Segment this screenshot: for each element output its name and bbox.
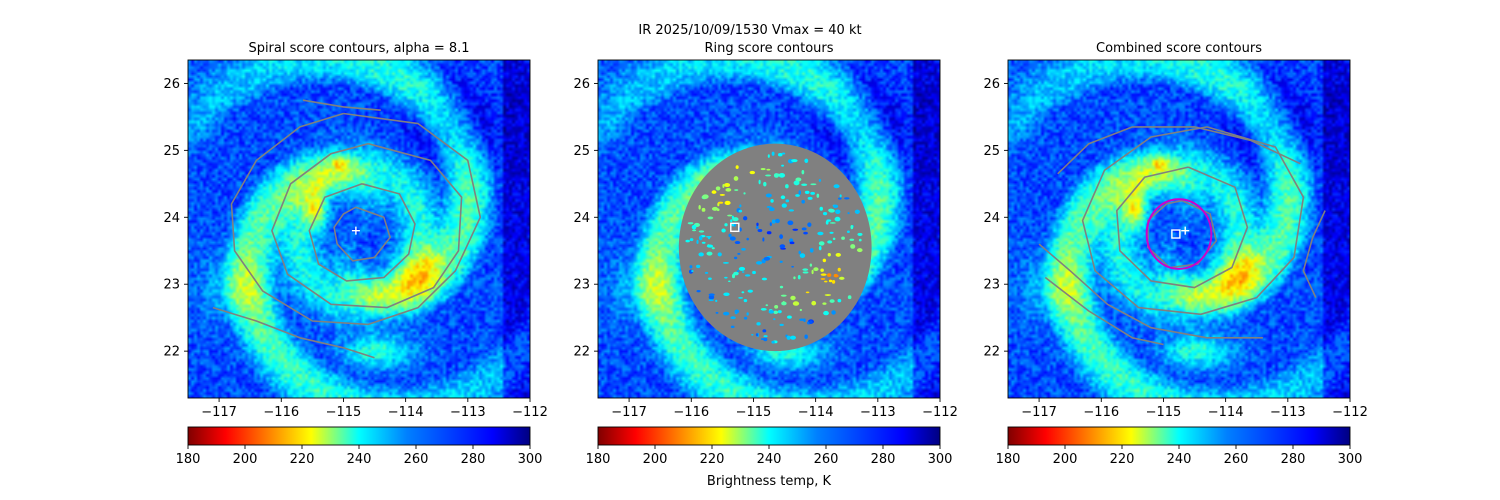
colorbar-tick-label: 280 xyxy=(871,452,896,467)
x-tick-label: −117 xyxy=(201,405,237,420)
panel-2: Ring score contours −117 −116 −115 −114 −113 −… xyxy=(573,41,957,467)
y-tick-label: 23 xyxy=(573,278,590,293)
colorbar-tick-label: 300 xyxy=(518,452,543,467)
colorbar: 180 200 220 240 260 280 300 xyxy=(996,426,1363,467)
y-tick-label: 23 xyxy=(983,278,1000,293)
colorbar-tick-label: 220 xyxy=(700,452,725,467)
panel-title: Spiral score contours, alpha = 8.1 xyxy=(248,41,469,56)
colorbar-tick-label: 180 xyxy=(586,452,611,467)
y-tick-label: 26 xyxy=(573,77,590,92)
colorbar-tick-label: 260 xyxy=(404,452,429,467)
y-tick-label: 22 xyxy=(983,345,1000,360)
score-contour xyxy=(302,99,381,111)
panel-title: Ring score contours xyxy=(704,41,833,56)
axes-frame xyxy=(1007,59,1351,399)
colorbar-tick-label: 240 xyxy=(757,452,782,467)
colorbar-tick-label: 180 xyxy=(996,452,1021,467)
x-tick-label: −115 xyxy=(326,405,362,420)
center-plus-marker xyxy=(351,226,360,235)
colorbar-tick-label: 260 xyxy=(814,452,839,467)
x-tick-label: −115 xyxy=(1146,405,1182,420)
y-tick-label: 26 xyxy=(163,77,180,92)
brightness-heatmap xyxy=(188,60,530,398)
x-tick-label: −117 xyxy=(1021,405,1057,420)
y-tick-label: 26 xyxy=(983,77,1000,92)
center-plus-marker xyxy=(1181,226,1190,235)
colorbar-tick-label: 200 xyxy=(1053,452,1078,467)
y-tick-label: 24 xyxy=(163,211,180,226)
figure-suptitle: IR 2025/10/09/1530 Vmax = 40 kt xyxy=(638,23,862,38)
score-contour xyxy=(308,183,416,282)
x-tick-label: −116 xyxy=(1083,405,1119,420)
center-square-marker xyxy=(1171,229,1181,239)
panel-1: Spiral score contours, alpha = 8.1 −117 −1… xyxy=(163,41,547,467)
y-tick-label: 23 xyxy=(163,278,180,293)
x-tick-label: −116 xyxy=(263,405,299,420)
ring-score-disk xyxy=(678,143,872,352)
x-tick-label: −117 xyxy=(611,405,647,420)
score-contour xyxy=(1081,126,1305,316)
colorbar-tick-label: 200 xyxy=(643,452,668,467)
score-contour xyxy=(271,142,463,309)
x-tick-label: −112 xyxy=(922,405,958,420)
score-contour xyxy=(1038,243,1263,339)
colorbar-tick-label: 300 xyxy=(928,452,953,467)
score-contour xyxy=(333,206,391,262)
colorbar: 180 200 220 240 260 280 300 xyxy=(586,426,953,467)
x-tick-label: −114 xyxy=(798,405,834,420)
axes-frame xyxy=(597,59,941,399)
y-tick-label: 24 xyxy=(573,211,590,226)
colorbar-tick-label: 180 xyxy=(176,452,201,467)
score-contour xyxy=(1044,276,1164,346)
axes-frame xyxy=(187,59,531,399)
ring-circle xyxy=(1145,198,1213,270)
y-tick-label: 25 xyxy=(163,144,180,159)
score-contour xyxy=(212,306,375,359)
colorbar-label: Brightness temp, K xyxy=(707,474,832,489)
colorbar-tick-label: 240 xyxy=(1167,452,1192,467)
colorbar-tick-label: 220 xyxy=(1110,452,1135,467)
x-tick-label: −112 xyxy=(512,405,548,420)
y-tick-label: 25 xyxy=(983,144,1000,159)
colorbar-tick-label: 280 xyxy=(1281,452,1306,467)
score-contour xyxy=(1057,126,1301,175)
x-tick-label: −113 xyxy=(450,405,486,420)
colorbar-tick-label: 300 xyxy=(1338,452,1363,467)
colorbar-tick-label: 220 xyxy=(290,452,315,467)
y-tick-label: 25 xyxy=(573,144,590,159)
colorbar-tick-label: 280 xyxy=(461,452,486,467)
x-tick-label: −113 xyxy=(860,405,896,420)
y-tick-label: 22 xyxy=(163,345,180,360)
colorbar-tick-label: 240 xyxy=(347,452,372,467)
colorbar: 180 200 220 240 260 280 300 xyxy=(176,426,543,467)
panel-3: Combined score contours −117 −116 −115 −114 −… xyxy=(983,41,1367,467)
x-tick-label: −114 xyxy=(1208,405,1244,420)
y-tick-label: 24 xyxy=(983,211,1000,226)
x-tick-label: −115 xyxy=(736,405,772,420)
x-tick-label: −113 xyxy=(1270,405,1306,420)
colorbar-tick-label: 200 xyxy=(233,452,258,467)
x-tick-label: −116 xyxy=(673,405,709,420)
y-tick-label: 22 xyxy=(573,345,590,360)
panel-title: Combined score contours xyxy=(1096,41,1262,56)
colorbar-tick-label: 260 xyxy=(1224,452,1249,467)
score-contour xyxy=(230,112,482,326)
score-contour xyxy=(1116,166,1249,289)
brightness-heatmap xyxy=(1008,60,1350,398)
x-tick-label: −112 xyxy=(1332,405,1368,420)
score-contour xyxy=(1302,210,1326,298)
x-tick-label: −114 xyxy=(388,405,424,420)
center-square-marker xyxy=(730,222,740,233)
